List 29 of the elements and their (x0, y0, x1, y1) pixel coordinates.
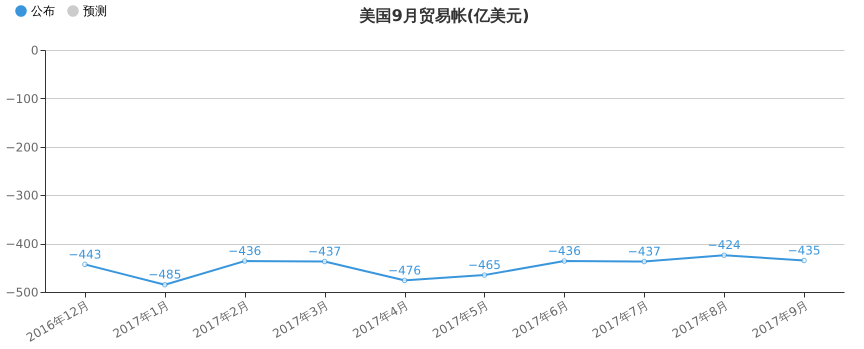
y-tick-label: −100 (6, 92, 38, 106)
point (642, 258, 647, 264)
y-tick-label: 0 (30, 44, 38, 58)
data-label: −465 (468, 258, 501, 272)
data-label: −437 (628, 244, 661, 259)
point (162, 282, 168, 288)
y-tick-label: −400 (6, 237, 38, 252)
point (242, 258, 248, 264)
point (402, 278, 408, 284)
point (801, 258, 807, 264)
point (562, 258, 568, 264)
legend-label: 公布 (31, 4, 55, 18)
point (82, 262, 88, 268)
y-tick-label: −200 (6, 140, 38, 154)
y-tick-label: −300 (6, 188, 38, 203)
point (721, 252, 727, 258)
point (482, 272, 488, 278)
data-label: −485 (148, 268, 182, 282)
data-label: −443 (68, 247, 102, 262)
point (322, 258, 328, 264)
y-tick-label: −500 (6, 286, 38, 300)
data-label: −424 (708, 238, 741, 252)
data-label: −435 (788, 244, 821, 258)
data-label: −436 (548, 244, 581, 258)
data-label: −476 (388, 263, 422, 278)
legend-label: 预测 (83, 4, 107, 18)
data-label: −437 (308, 244, 342, 259)
data-label: −436 (228, 244, 262, 258)
chart-title: 美国9月贸易帐(亿美元) (358, 6, 530, 25)
